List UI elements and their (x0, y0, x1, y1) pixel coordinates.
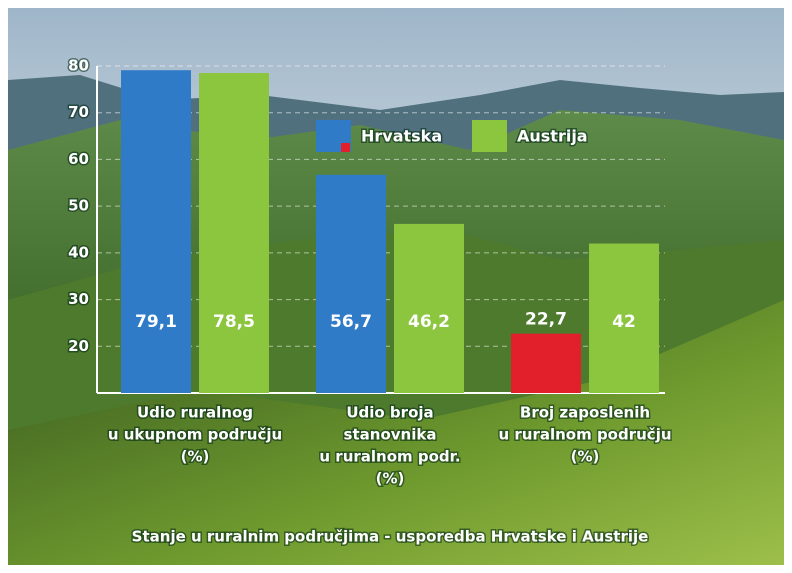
bar (199, 73, 269, 393)
x-tick-label: Udio broja (346, 404, 433, 422)
x-tick-label: (%) (376, 470, 405, 488)
value-label: 78,5 (213, 312, 255, 332)
x-tick-label: stanovnika (344, 426, 437, 444)
y-tick-label: 80 (68, 57, 89, 75)
legend-label: Hrvatska (361, 127, 442, 146)
page: {"chart_data": {"type": "bar", "title": … (0, 0, 792, 573)
y-tick-label: 30 (68, 290, 89, 308)
value-label: 79,1 (135, 312, 177, 332)
x-tick-label: u ruralnom području (498, 426, 671, 444)
y-tick-label: 60 (68, 150, 89, 168)
chart: 20 30 40 50 60 70 80 79,1 78,5 Udio ruralnog u uku… (0, 0, 792, 573)
legend-swatch (472, 120, 507, 152)
x-tick-label: (%) (571, 448, 600, 466)
y-tick-label: 20 (68, 337, 89, 355)
value-label: 22,7 (525, 310, 567, 330)
bar (511, 334, 581, 393)
x-tick-label: u ruralnom podr. (319, 448, 460, 466)
bar (394, 224, 464, 393)
chart-title: Stanje u ruralnim područjima - usporedba… (132, 528, 649, 546)
value-label: 42 (612, 312, 636, 332)
bar (316, 175, 386, 393)
x-tick-label: (%) (181, 448, 210, 466)
value-label: 56,7 (330, 312, 372, 332)
y-tick-label: 40 (68, 243, 89, 261)
y-tick-label: 50 (68, 197, 89, 215)
bar (121, 70, 191, 393)
legend-swatch-alt (341, 143, 350, 152)
legend-label: Austrija (517, 127, 588, 146)
x-tick-label: u ukupnom području (108, 426, 282, 444)
x-tick-label: Broj zaposlenih (520, 404, 650, 422)
y-tick-label: 70 (68, 103, 89, 121)
value-label: 46,2 (408, 312, 450, 332)
x-tick-label: Udio ruralnog (137, 404, 253, 422)
